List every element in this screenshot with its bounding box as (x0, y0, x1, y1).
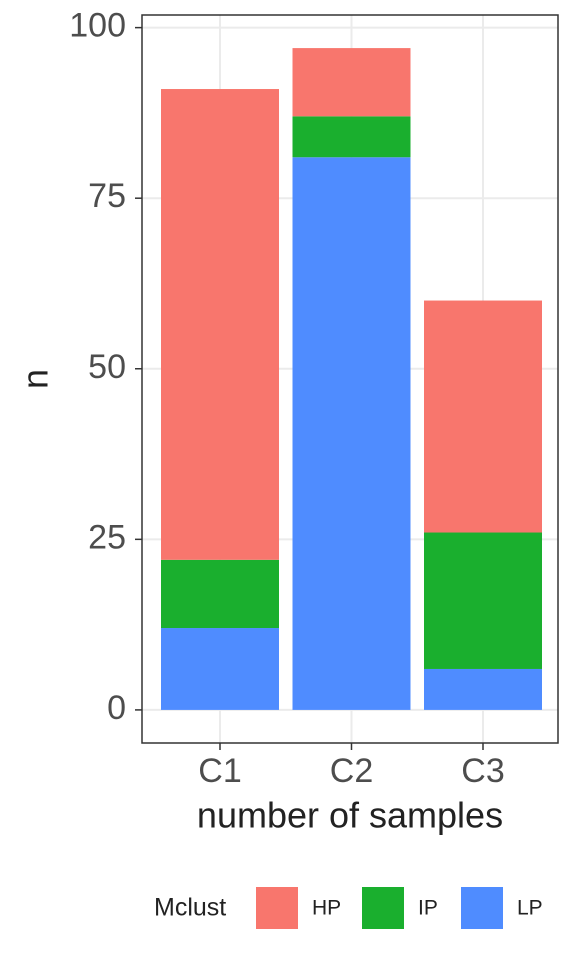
bar-segment (161, 628, 279, 710)
bar-segment (292, 48, 411, 117)
legend-label: IP (418, 897, 438, 920)
y-axis-label: n (15, 369, 56, 389)
x-tick-label: C3 (461, 752, 504, 790)
legend-key (256, 887, 298, 929)
legend-label: HP (312, 897, 341, 920)
x-axis-label: number of samples (197, 795, 503, 836)
y-tick-label: 25 (88, 518, 126, 556)
legend-label: LP (517, 897, 543, 920)
bar-segment (424, 668, 542, 710)
bar-segment (292, 157, 411, 710)
panel-border (141, 14, 559, 744)
bar-segment (424, 532, 542, 669)
y-tick-label: 0 (107, 689, 126, 727)
y-tick-label: 50 (88, 348, 126, 386)
legend-key (362, 887, 404, 929)
y-tick-label: 75 (88, 177, 126, 215)
legend-key (461, 887, 503, 929)
legend-title: Mclust (154, 894, 226, 922)
y-tick-label: 100 (69, 7, 126, 45)
x-tick-label: C1 (198, 752, 241, 790)
bar-segment (424, 300, 542, 533)
bar-segment (161, 89, 279, 560)
bar-segment (161, 559, 279, 629)
x-tick-label: C2 (330, 752, 373, 790)
bar-segment (292, 116, 411, 158)
